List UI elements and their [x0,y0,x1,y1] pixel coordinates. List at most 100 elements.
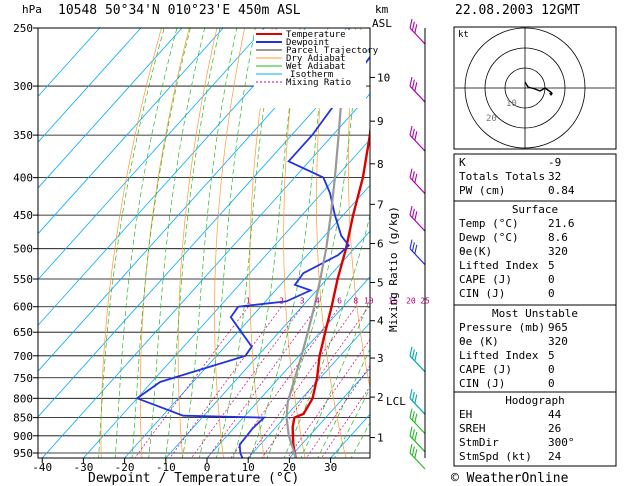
wind-barb-flag [409,76,413,87]
wind-barb-flag [414,244,418,254]
wind-barb-flag [411,208,415,218]
km-tick-label: 1 [377,432,384,445]
pressure-tick-label: 400 [13,172,33,185]
wind-barb [409,76,426,103]
wet-adiabat [182,28,238,458]
km-tick-label: 7 [377,198,384,211]
wind-barb [409,18,426,45]
surface-temp-value: 21.6 [548,217,575,230]
stmspd-label: StmSpd (kt) [459,450,532,463]
mu-li-value: 5 [548,349,555,362]
wind-barb-shaft [409,452,426,470]
wet-adiabat [300,297,370,458]
wind-barb-flag [409,126,413,136]
pressure-tick-label: 850 [13,412,33,425]
legend-label-dry-adiabat: Dry Adiabat [286,54,346,64]
hodograph-stats-table: Hodograph EH 44 SREH 26 StmDir 300° StmS… [453,391,617,467]
legend: Temperature Dewpoint Parcel Trajectory D… [254,30,379,108]
pressure-tick-label: 750 [13,372,33,385]
km-tick-label: 8 [377,158,384,171]
surface-cin-value: 0 [548,287,555,300]
totals-totals-value: 32 [548,170,561,183]
x-axis-label: Dewpoint / Temperature (°C) [88,471,299,486]
mixing-ratio-label: 20 [406,297,416,306]
wind-barb-flag [414,173,418,183]
legend-label-parcel: Parcel Trajectory [286,46,379,56]
pressure-tick-label: 300 [13,80,33,93]
mixing-ratio-label: 1 [246,297,251,306]
wind-barb-flag [414,131,418,141]
wind-barb-flag [414,24,418,34]
stmdir-label: StmDir [459,436,499,449]
credit-text: © WeatherOnline [451,471,569,486]
dry-adiabat [316,28,347,458]
sreh-label: SREH [459,422,486,435]
wind-barb-flag [411,171,415,181]
series-temperature [291,123,370,458]
k-index-value: -9 [548,156,561,169]
pressure-tick-label: 650 [13,326,33,339]
pressure-tick-label: 600 [13,301,33,314]
indices-table: K -9 Totals Totals 32 PW (cm) 0.84 [453,153,617,202]
wet-adiabat [215,28,277,458]
mixing-ratio-line [261,306,370,458]
surface-li-label: Lifted Index [459,259,539,272]
wind-barb-flag [409,18,413,29]
dry-adiabat [249,28,273,458]
surface-li-value: 5 [548,259,555,272]
wind-barb-flag [414,413,418,423]
surface-theta-label: θe(K) [459,245,492,258]
surface-cape-label: CAPE (J) [459,273,512,286]
hodograph-unit-label: kt [458,30,469,40]
isotherm [247,322,370,458]
surface-temp-label: Temp (°C) [459,217,519,230]
surface-table: Surface Temp (°C) 21.6 Dewp (°C) 8.6 θe(… [453,200,617,306]
wet-adiabat [232,28,301,458]
skewt-plot-area [37,27,371,459]
pressure-tick-label: 900 [13,430,33,443]
wind-barb-shaft [409,417,426,435]
wet-adiabat [350,421,370,458]
mu-cape-value: 0 [548,363,555,376]
pw-value: 0.84 [548,184,575,197]
pressure-tick-label: 250 [13,22,33,35]
wet-adiabat [98,28,165,458]
isotherm [38,28,265,281]
date-label: 22.08.2003 12GMT [455,3,580,18]
surface-cin-label: CIN (J) [459,287,505,300]
mu-cape-label: CAPE (J) [459,363,512,376]
wind-barb [409,408,426,435]
wind-barb-flag [414,351,418,362]
mixing-ratio-line [134,306,249,458]
pressure-tick-label: 350 [13,129,33,142]
dry-adiabat [100,28,162,458]
mixing-ratio-label: 2 [279,297,284,306]
dry-adiabat [139,28,190,458]
wind-barb-flag [411,79,415,89]
wind-barb-flag [411,411,415,421]
wind-barb-shaft [409,85,426,103]
isotherm [38,28,183,189]
mixing-ratio-label: 4 [315,297,320,306]
wind-barb-flag [411,349,415,359]
mu-theta-label: θe (K) [459,335,499,348]
wind-barb-shaft [409,397,426,415]
hodograph-panel: kt 10 20 [453,26,617,150]
dry-adiabat [214,28,245,458]
mu-cin-value: 0 [548,377,555,390]
wind-barb-shaft [409,435,426,453]
wind-barb-flag [409,346,413,356]
temp-tick-label: 10 [242,461,255,474]
isotherm [206,276,370,458]
wind-barb-flag [414,211,418,221]
wind-barb-flag [414,449,418,459]
wet-adiabat [114,28,178,458]
wind-barb-flag [411,446,415,456]
temp-tick-label: -40 [32,461,52,474]
wind-barb-shaft [409,214,426,232]
lcl-label: LCL [386,395,406,408]
wind-barb [409,239,426,266]
mixing-ratio-line [321,386,370,458]
mu-pressure-label: Pressure (mb) [459,321,545,334]
dry-adiabat [347,28,370,389]
